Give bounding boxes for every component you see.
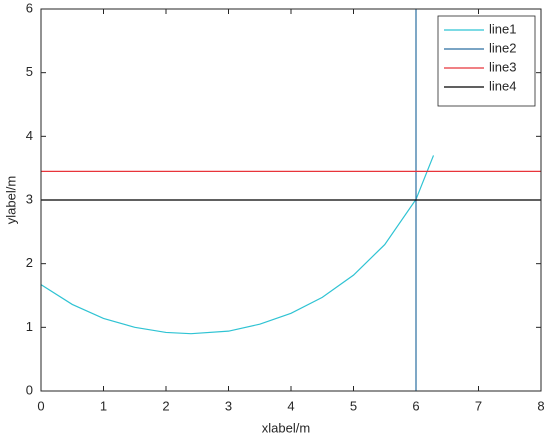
y-axis-label: ylabel/m — [3, 176, 18, 224]
legend-label: line4 — [489, 78, 516, 93]
legend-label: line1 — [489, 21, 516, 36]
x-tick-label: 8 — [537, 398, 544, 413]
y-tick-label: 3 — [26, 191, 33, 206]
y-tick-label: 4 — [26, 128, 33, 143]
x-tick-label: 6 — [412, 398, 419, 413]
y-tick-label: 1 — [26, 319, 33, 334]
plot-frame — [40, 8, 542, 392]
x-tick-label: 5 — [350, 398, 357, 413]
x-tick-label: 3 — [225, 398, 232, 413]
x-tick-label: 1 — [100, 398, 107, 413]
x-tick-label: 4 — [287, 398, 294, 413]
y-tick-label: 0 — [26, 382, 33, 397]
y-tick-label: 2 — [26, 255, 33, 270]
x-tick-label: 2 — [162, 398, 169, 413]
legend-label: line3 — [489, 59, 516, 74]
legend-box — [437, 15, 536, 107]
series-line — [40, 155, 435, 335]
legend-label: line2 — [489, 40, 516, 55]
x-tick-label: 0 — [37, 398, 44, 413]
y-tick-label: 6 — [26, 0, 33, 15]
x-tick-label: 7 — [475, 398, 482, 413]
x-axis-label: xlabel/m — [262, 420, 310, 435]
y-tick-label: 5 — [26, 64, 33, 79]
